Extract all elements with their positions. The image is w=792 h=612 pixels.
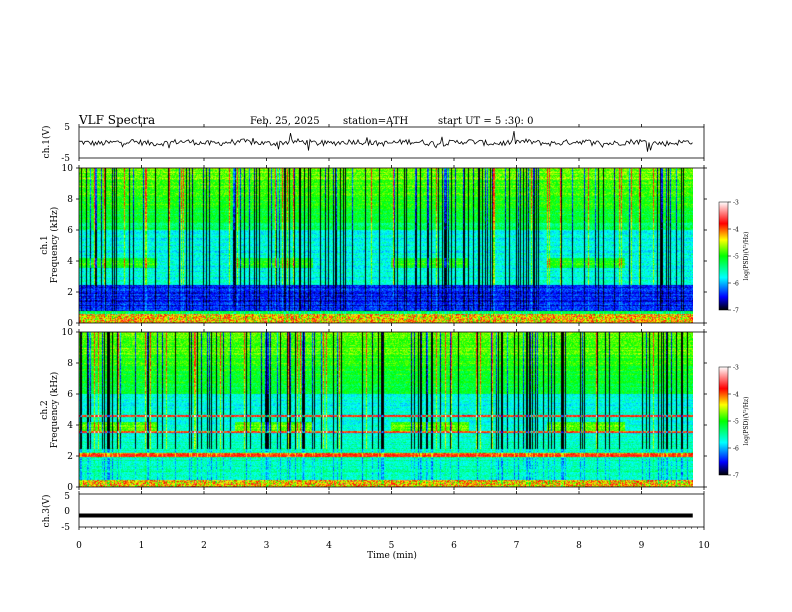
ticks1-tick-label: 0 <box>67 319 73 329</box>
ch1-colorbar <box>718 201 729 311</box>
time-tick-label: 1 <box>139 541 145 551</box>
ch1-waveform-ylabel: ch.1(V) <box>41 126 52 159</box>
ticks1-tick-label: 4 <box>67 257 73 267</box>
ch1-waveform-frame <box>78 126 705 159</box>
date-label: Feb. 25, 2025 <box>250 116 320 127</box>
ch1-frequency-label: Frequency (kHz) <box>49 207 60 284</box>
time-tick-label: 9 <box>639 541 645 551</box>
cbticks1-tick-label: -4 <box>733 227 739 234</box>
time-tick-label: 3 <box>264 541 270 551</box>
ticks2-tick-label: 0 <box>67 483 73 493</box>
cbticks1-tick-label: -5 <box>733 254 739 261</box>
station-label: station=ATH <box>343 116 409 127</box>
cbticks2-tick-label: -4 <box>733 392 739 399</box>
spec2-raster <box>79 332 693 487</box>
ch3-waveform-ytick-mid: 0 <box>64 507 70 517</box>
ch1-waveform-ytick-top: 5 <box>64 123 70 133</box>
ch2-colorbar <box>718 366 729 476</box>
ticks2-tick-label: 6 <box>67 390 73 400</box>
time-tick-label: 8 <box>576 541 582 551</box>
ticks1-tick-label: 10 <box>62 164 74 174</box>
ch1-waveform-trace <box>78 131 693 152</box>
spec1-raster <box>79 168 693 323</box>
ch1-spectrogram <box>79 168 693 323</box>
time-tick-label: 5 <box>389 541 395 551</box>
ch2-frequency-label: Frequency (kHz) <box>49 372 60 449</box>
ticks2-tick-label: 8 <box>67 359 73 369</box>
time-tick-label: 7 <box>514 541 520 551</box>
start-time-label: start UT = 5 :30: 0 <box>438 116 533 127</box>
ticks2-tick-label: 2 <box>67 452 73 462</box>
ch3-waveform-ylabel: ch.3(V) <box>41 495 52 528</box>
time-tick-label: 4 <box>326 541 332 551</box>
ch2-channel-label: ch.2 <box>40 400 50 419</box>
ticks1-tick-label: 2 <box>67 288 73 298</box>
ch1-waveform-ytick-bottom: -5 <box>61 154 70 164</box>
time-tick-label: 0 <box>76 541 82 551</box>
time-axis: 0 1 2 3 4 5 6 7 8 9 10 <box>76 124 710 551</box>
ch3-waveform-ytick-top: 5 <box>64 492 70 502</box>
ch1-channel-label: ch.1 <box>40 235 50 254</box>
ch3-waveform-frame <box>78 493 705 528</box>
ch3-waveform-ytick-bottom: -5 <box>61 523 70 533</box>
ch3-waveform-panel: ch.3(V) 5 0 -5 <box>41 492 705 533</box>
figure-title: VLF Spectra <box>78 113 155 127</box>
time-tick-label: 10 <box>698 541 710 551</box>
ch2-spectrogram <box>79 332 693 487</box>
cbticks1-tick-label: -7 <box>733 308 739 315</box>
cbticks2-tick-label: -7 <box>733 473 739 480</box>
ch1-colorbar-label: log(PSD)(V²/Hz) <box>743 232 750 281</box>
cbticks1-tick-label: -6 <box>733 281 739 288</box>
ticks2-tick-label: 10 <box>62 328 74 338</box>
cbticks2-tick-label: -5 <box>733 419 739 426</box>
ticks1-tick-label: 8 <box>67 195 73 205</box>
ch1-waveform-panel: ch.1(V) 5 -5 <box>41 123 705 164</box>
time-tick-label: 2 <box>201 541 207 551</box>
cbticks2-tick-label: -3 <box>733 365 739 372</box>
time-tick-label: 6 <box>451 541 457 551</box>
cbticks1-tick-label: -3 <box>733 200 739 207</box>
time-axis-label: Time (min) <box>367 550 417 561</box>
ticks1-tick-label: 6 <box>67 226 73 236</box>
cbticks2-tick-label: -6 <box>733 446 739 453</box>
ticks2-tick-label: 4 <box>67 421 73 431</box>
ch2-colorbar-label: log(PSD)(V²/Hz) <box>743 397 750 446</box>
